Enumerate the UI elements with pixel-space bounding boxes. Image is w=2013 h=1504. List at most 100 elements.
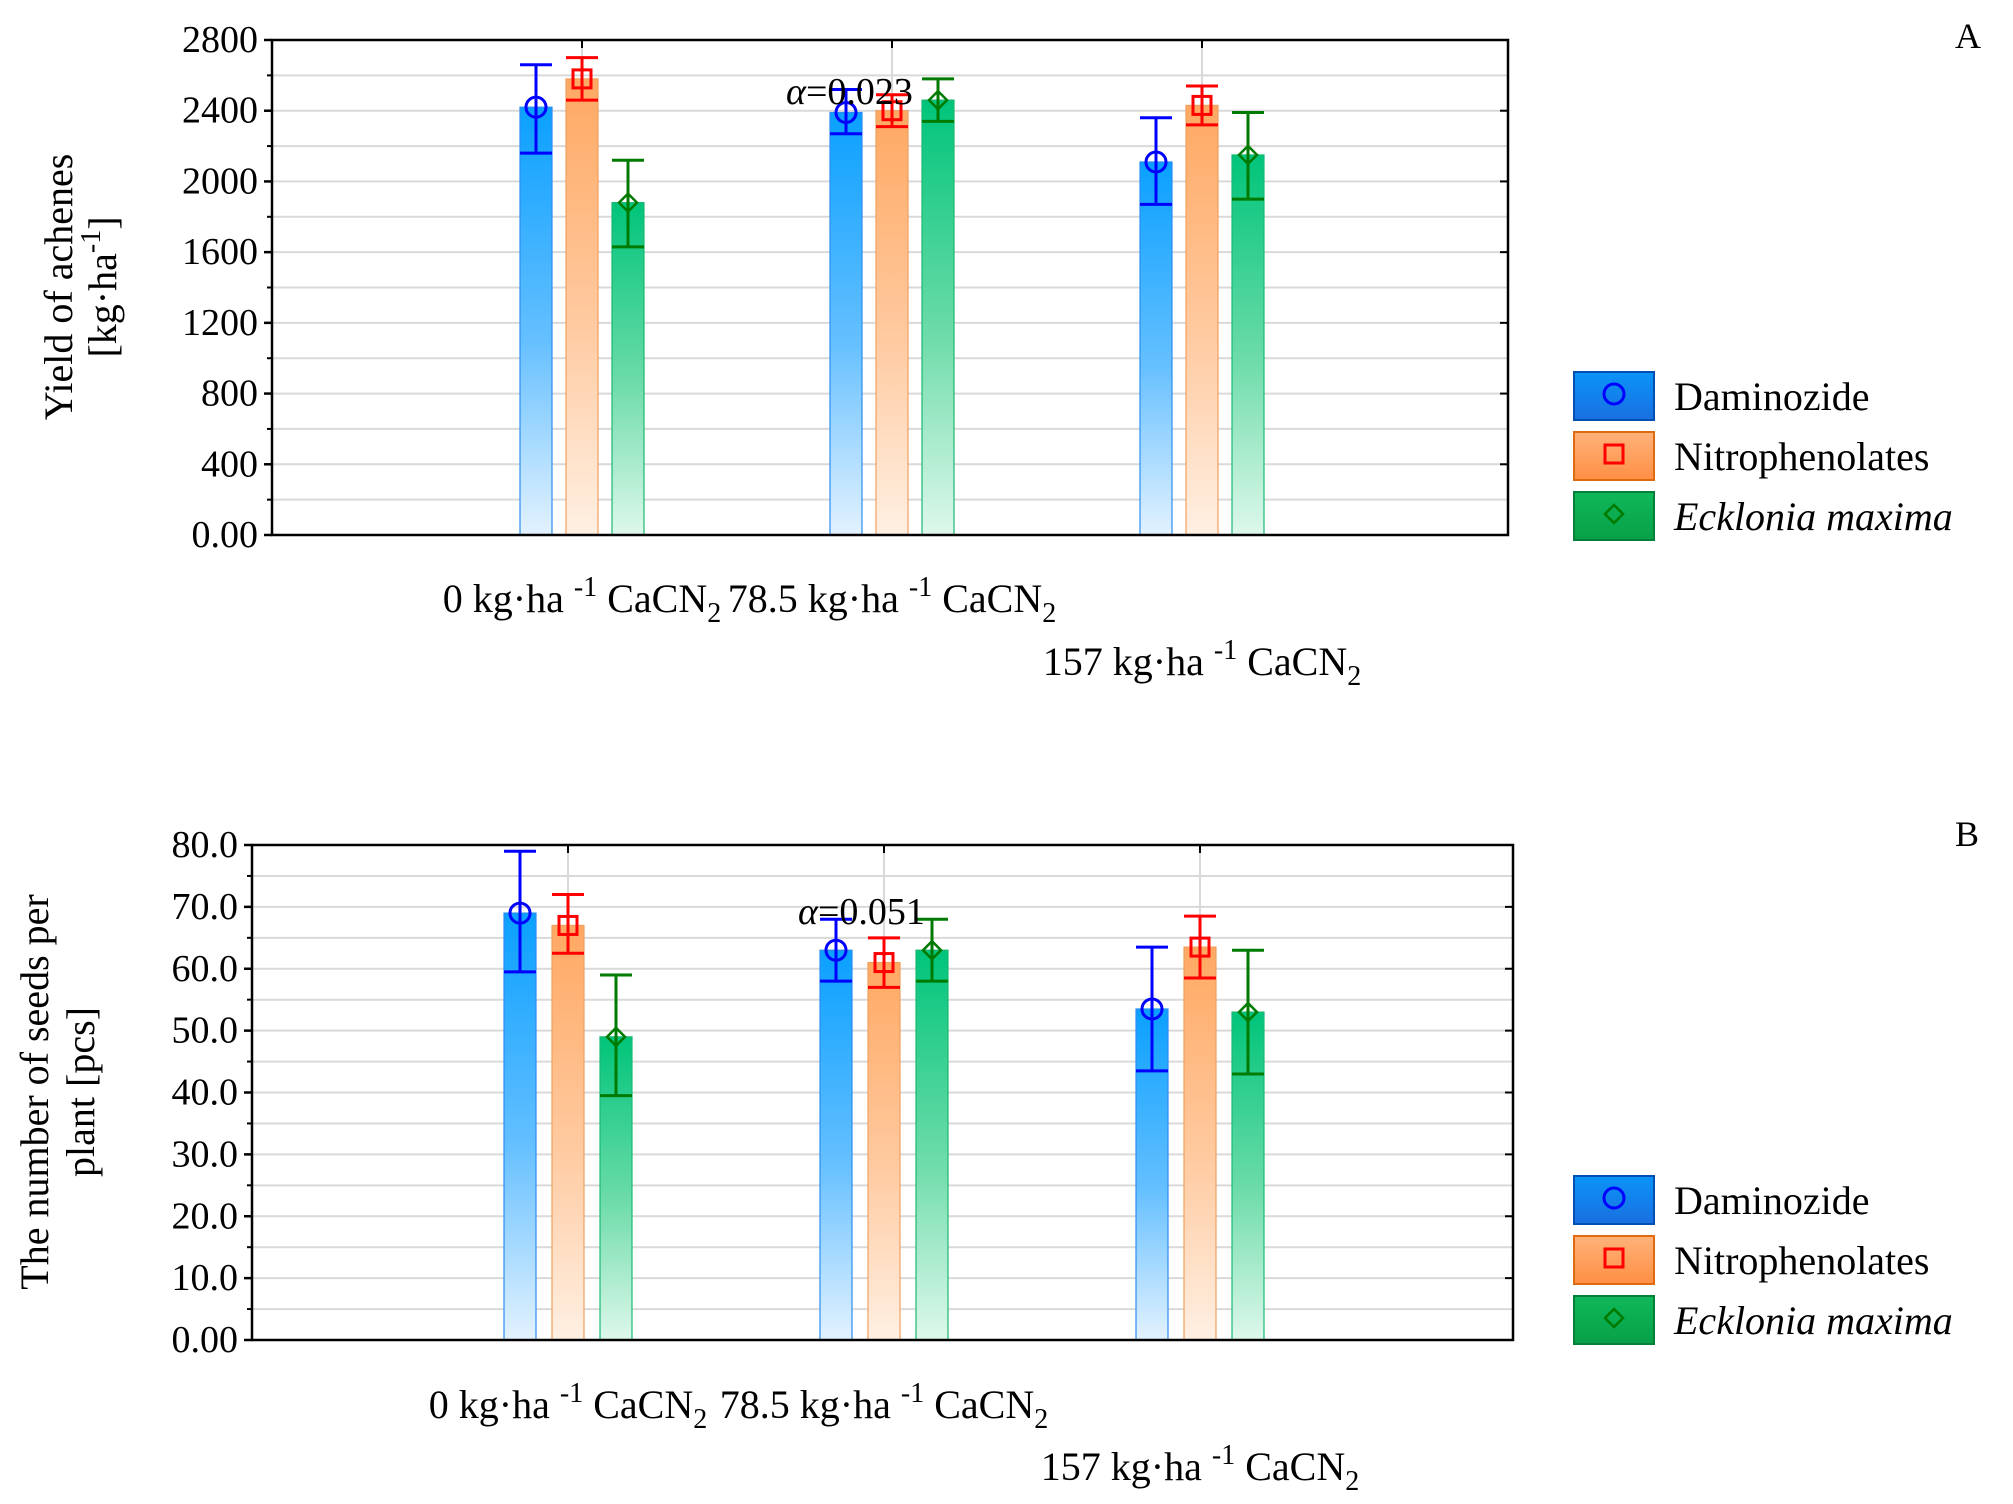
panel-b-marker-ecklonia-3	[1237, 1001, 1259, 1023]
legend-swatch-ecklonia	[1573, 491, 1655, 541]
panel-a-bar-daminozide-1	[519, 106, 553, 536]
legend-swatch-ecklonia	[1573, 1295, 1655, 1345]
panel-b-error-bar-ecklonia-1	[600, 973, 632, 1098]
legend-swatch-nitrophenolates	[1573, 1235, 1655, 1285]
panel-a-marker-daminozide-3	[1144, 150, 1168, 174]
panel-a-category-label-3: 157 kg·ha -1 CaCN2	[1043, 635, 1361, 692]
category-text: CaCN	[583, 1382, 693, 1427]
chart-panel-b: 0.00 10.0 20.0 30.0 40.0 50.0 60.0 70.0 80.0 0 kg…	[12, 824, 1515, 1497]
y-axis-label-text: [kg·ha	[80, 253, 125, 358]
panel-b-error-bar-ecklonia-2	[916, 917, 948, 983]
annotation-text: =0.023	[806, 71, 913, 113]
category-text: 157 kg·ha	[1041, 1444, 1212, 1489]
category-subscript: 2	[693, 1404, 707, 1435]
annotation-symbol: α	[786, 71, 807, 113]
panel-b-error-bar-nitrophenolates-3	[1184, 914, 1216, 980]
panel-b-bar-nitrophenolates-3	[1183, 946, 1217, 1341]
panel-a-error-bar-ecklonia-2	[922, 77, 954, 123]
legend-marker-nitrophenolates	[1603, 443, 1625, 465]
panel-b-y-axis-label: The number of seeds per plant [pcs]	[12, 894, 103, 1289]
panel-a-marker-ecklonia-3	[1237, 144, 1259, 166]
panel-a-y-tick-label: 800	[201, 373, 258, 415]
legend-swatch-daminozide	[1573, 1175, 1655, 1225]
panel-b-error-bar-nitrophenolates-1	[552, 893, 584, 955]
panel-a-error-bar-nitrophenolates-3	[1186, 84, 1218, 127]
panel-b-marker-daminozide-1	[508, 901, 532, 925]
category-text: 78.5 kg·ha	[728, 576, 909, 621]
chart-panel-a: 0.00 400 800 1200 1600 2000 2400 2800 0 kg·ha -1…	[36, 19, 1510, 692]
panel-a-bar-nitrophenolates-2	[875, 110, 909, 536]
category-text: CaCN	[1235, 1444, 1345, 1489]
category-subscript: 2	[707, 598, 721, 629]
y-axis-label-text: ]	[80, 216, 125, 229]
y-axis-label-text: plant [pcs]	[58, 1007, 103, 1177]
panel-b-y-tick-label: 0.00	[172, 1319, 239, 1361]
y-axis-label-line-2: plant [pcs]	[58, 1007, 103, 1177]
panel-a-y-tick-label: 400	[201, 443, 258, 485]
panel-a-error-bar-daminozide-2	[830, 88, 862, 136]
panel-a-error-bar-daminozide-1	[520, 63, 552, 155]
panel-b-y-tick-label: 20.0	[172, 1195, 239, 1237]
panel-a-error-bar-nitrophenolates-2	[876, 93, 908, 129]
category-text: 0 kg·ha	[429, 1382, 560, 1427]
panel-a-marker-daminozide-2	[834, 100, 858, 124]
legend-swatch-daminozide	[1573, 371, 1655, 421]
category-subscript: 2	[1345, 1466, 1359, 1497]
panel-b-significance-annotation: α=0.051	[798, 891, 925, 933]
panel-a-error-bar-nitrophenolates-1	[566, 56, 598, 102]
panel-b-bar-daminozide-1	[503, 912, 537, 1341]
category-superscript: -1	[574, 572, 597, 603]
panel-b-error-bar-daminozide-2	[820, 917, 852, 983]
legend-marker-nitrophenolates	[1603, 1247, 1625, 1269]
annotation-symbol: α	[798, 891, 819, 933]
category-superscript: -1	[1214, 635, 1237, 666]
panel-a-y-tick-label: 2000	[182, 160, 258, 202]
panel-a-bar-ecklonia-2	[921, 99, 955, 536]
panel-b-y-tick-label: 70.0	[172, 886, 239, 928]
y-axis-label-superscript: -1	[76, 230, 107, 253]
panel-b-marker-ecklonia-1	[605, 1026, 627, 1048]
category-superscript: -1	[1212, 1440, 1235, 1471]
panel-a-y-tick-label: 1600	[182, 231, 258, 273]
panel-a-y-tick-label: 0.00	[192, 514, 259, 556]
panel-label-a: A	[1955, 16, 1981, 56]
panel-a-bar-ecklonia-1	[611, 202, 645, 536]
category-subscript: 2	[1034, 1404, 1048, 1435]
panel-b-y-tick-label: 40.0	[172, 1072, 239, 1114]
panel-b-marker-ecklonia-2	[921, 939, 943, 961]
category-text: CaCN	[1237, 639, 1347, 684]
panel-b-marker-nitrophenolates-3	[1189, 936, 1211, 958]
category-text: 78.5 kg·ha	[720, 1382, 901, 1427]
category-subscript: 2	[1042, 598, 1056, 629]
panel-b-y-tick-label: 60.0	[172, 948, 239, 990]
panel-b-y-tick-label: 30.0	[172, 1133, 239, 1175]
panel-a-bar-nitrophenolates-3	[1185, 104, 1219, 536]
panel-b-bar-nitrophenolates-1	[551, 924, 585, 1341]
legend-label-ecklonia: Ecklonia maxima	[1673, 1298, 1953, 1343]
panel-a-y-tick-label: 1200	[182, 302, 258, 344]
legend-label-ecklonia: Ecklonia maxima	[1673, 494, 1953, 539]
y-axis-label-line-1: Yield of achenes	[36, 154, 81, 421]
legend-swatch-nitrophenolates	[1573, 431, 1655, 481]
panel-a-error-bar-ecklonia-1	[612, 158, 644, 249]
legend-b: Daminozide Nitrophenolates Ecklonia maxima	[1573, 1175, 1953, 1345]
legend-label-nitrophenolates: Nitrophenolates	[1674, 434, 1930, 479]
panel-b-error-bar-daminozide-1	[504, 849, 536, 974]
category-text: CaCN	[932, 576, 1042, 621]
panel-a-y-axis-label: Yield of achenes [kg·ha-1]	[36, 154, 125, 421]
panel-b-y-tick-label: 10.0	[172, 1257, 239, 1299]
panel-a-bar-daminozide-2	[829, 111, 863, 536]
panel-b-marker-nitrophenolates-2	[873, 952, 895, 974]
legend-a: Daminozide Nitrophenolates Ecklonia maxima	[1573, 371, 1953, 541]
panel-a-significance-annotation: α=0.023	[786, 71, 913, 113]
panel-b-error-bar-nitrophenolates-2	[868, 936, 900, 989]
panel-b-y-tick-label: 80.0	[172, 824, 239, 866]
legend-label-daminozide: Daminozide	[1674, 374, 1870, 419]
panel-b-bar-ecklonia-2	[915, 949, 949, 1341]
y-axis-label-line-1: The number of seeds per	[12, 894, 57, 1289]
panel-a-marker-daminozide-1	[524, 95, 548, 119]
panel-b-marker-nitrophenolates-1	[557, 914, 579, 936]
panel-b-bar-nitrophenolates-2	[867, 961, 901, 1341]
panel-a-category-label-1: 0 kg·ha -1 CaCN2	[443, 572, 721, 629]
category-superscript: -1	[909, 572, 932, 603]
